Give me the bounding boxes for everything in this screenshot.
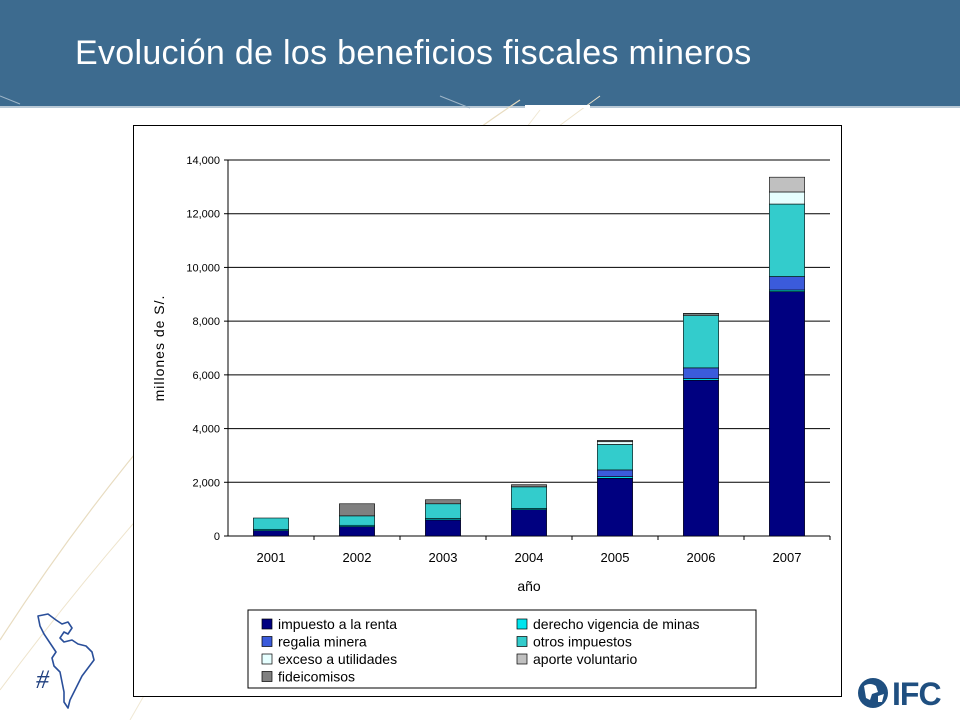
legend-label: fideicomisos [278, 669, 355, 685]
bar-segment [339, 503, 375, 517]
latin-america-map-icon [37, 613, 95, 709]
y-tick-label: 14,000 [186, 155, 220, 167]
bar-segment [769, 203, 805, 277]
bar-segment [511, 486, 547, 509]
bar-segment [769, 291, 805, 537]
y-tick-label: 6,000 [192, 370, 220, 382]
bar-segment [683, 313, 719, 315]
bar-segment [683, 367, 719, 379]
legend-label: derecho vigencia de minas [533, 616, 700, 632]
slide-header [0, 0, 960, 106]
y-axis-label: millones de S/. [151, 295, 167, 402]
legend-swatch [516, 618, 528, 630]
x-tick-label: 2005 [601, 550, 630, 565]
legend-swatch [516, 636, 528, 647]
x-tick-label: 2002 [343, 550, 372, 565]
bar-segment [339, 526, 375, 537]
legend-swatch [516, 653, 528, 665]
legend-swatch [261, 618, 273, 630]
x-tick-label: 2003 [429, 550, 458, 565]
y-tick-label: 2,000 [192, 477, 220, 489]
bar-segment [597, 477, 633, 537]
bar-segment [683, 315, 719, 369]
ifc-logo: IFC [856, 676, 948, 712]
globe-icon [858, 678, 888, 708]
x-tick-label: 2004 [515, 550, 544, 565]
bar-segment [597, 444, 633, 471]
bar-segment [683, 379, 719, 537]
x-axis-label: año [517, 578, 541, 594]
y-tick-label: 10,000 [186, 262, 220, 274]
y-tick-label: 12,000 [186, 209, 220, 221]
slide-number: # [36, 665, 49, 694]
y-tick-label: 4,000 [192, 424, 220, 436]
legend-swatch [261, 636, 273, 647]
header-divider [0, 106, 960, 108]
legend-label: impuesto a la renta [278, 616, 397, 632]
legend-label: exceso a utilidades [278, 651, 397, 667]
x-tick-label: 2006 [687, 550, 716, 565]
bar-segment [253, 517, 289, 530]
x-tick-label: 2007 [773, 550, 802, 565]
legend-label: otros impuestos [533, 634, 632, 650]
legend-label: aporte voluntario [533, 651, 638, 667]
chart-frame: 0 2,000 4,000 6,000 8,000 10,000 12,000 14,000 2… [133, 125, 842, 697]
legend-swatch [261, 671, 273, 682]
y-tick-label: 0 [214, 531, 220, 543]
bar-segment [769, 176, 805, 193]
bar-segment [425, 519, 461, 537]
slide-title: Evolución de los beneficios fiscales min… [75, 34, 752, 72]
ifc-logo-text: IFC [892, 676, 942, 712]
bar-segment [597, 469, 633, 477]
stacked-bar-chart: 0 2,000 4,000 6,000 8,000 10,000 12,000 14,000 2… [151, 155, 831, 689]
bar-segment [597, 441, 633, 445]
legend-box [247, 609, 757, 689]
x-tick-label: 2001 [257, 550, 286, 565]
legend-swatch [261, 653, 273, 665]
bar-segment [769, 276, 805, 291]
bar-segment [597, 440, 633, 443]
bar-segment [425, 503, 461, 519]
bar-segment [339, 515, 375, 526]
bar-segment [769, 191, 805, 205]
bar-segment [425, 499, 461, 505]
bar-segment [511, 484, 547, 488]
bar-segment [253, 530, 289, 537]
legend-label: regalia minera [278, 634, 367, 650]
bar-segment [511, 509, 547, 537]
y-tick-label: 8,000 [192, 316, 220, 328]
